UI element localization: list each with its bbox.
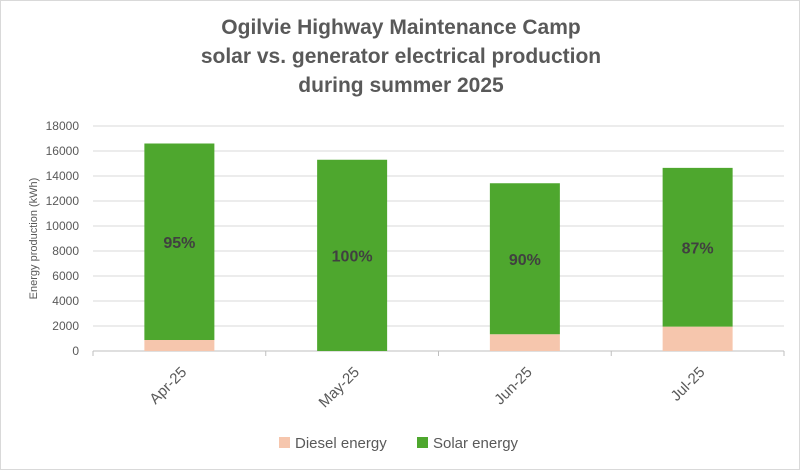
- x-tick-label: Apr-25: [146, 364, 190, 408]
- y-tick-label: 8000: [52, 244, 79, 258]
- y-tick-label: 4000: [52, 294, 79, 308]
- y-axis-label: Energy production (kWh): [28, 178, 40, 300]
- bar-diesel-energy: [489, 334, 560, 351]
- title-line: solar vs. generator electrical productio…: [200, 45, 602, 68]
- data-label: 100%: [332, 248, 373, 265]
- bar-solar-energy: [317, 159, 388, 351]
- y-tick-label: 18000: [46, 119, 80, 133]
- chart-title: Ogilvie Highway Maintenance Camp solar v…: [1, 13, 800, 100]
- title-line: Ogilvie Highway Maintenance Camp: [221, 16, 581, 39]
- y-tick-label: 2000: [52, 319, 79, 333]
- legend-swatch: [417, 437, 428, 448]
- bar-solar-energy: [662, 167, 733, 327]
- title-line: during summer 2025: [298, 74, 504, 97]
- data-label: 95%: [163, 235, 195, 252]
- y-tick-label: 14000: [46, 169, 80, 183]
- x-tick-label: May-25: [316, 364, 363, 411]
- bar-solar-energy: [489, 183, 560, 335]
- legend-label: Diesel energy: [295, 435, 387, 452]
- y-tick-label: 16000: [46, 144, 80, 158]
- y-tick-label: 10000: [46, 219, 80, 233]
- y-tick-label: 0: [72, 344, 79, 358]
- x-tick-label: Jun-25: [491, 364, 535, 408]
- y-tick-label: 6000: [52, 269, 79, 283]
- legend-label: Solar energy: [433, 435, 519, 452]
- x-tick-label: Jul-25: [668, 364, 709, 405]
- data-label: 87%: [682, 240, 714, 257]
- bar-diesel-energy: [144, 340, 215, 351]
- data-label: 90%: [509, 252, 541, 269]
- bar-diesel-energy: [662, 326, 733, 351]
- legend-swatch: [279, 437, 290, 448]
- y-tick-label: 12000: [46, 194, 80, 208]
- bar-solar-energy: [144, 143, 215, 340]
